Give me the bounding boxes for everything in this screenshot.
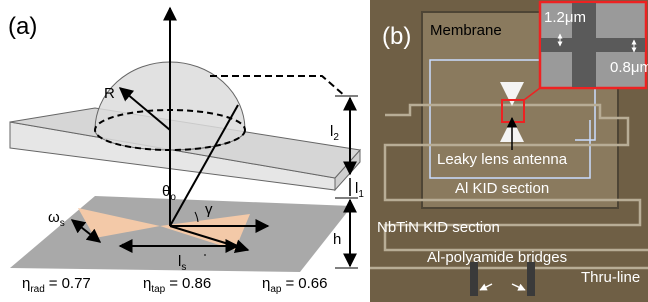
relation: =: [169, 275, 178, 292]
al-section-label: Al KID section: [455, 180, 549, 197]
subscript: ap: [270, 284, 282, 295]
symbol: η: [22, 275, 30, 292]
value: 0.86: [182, 275, 211, 292]
subscript: rad: [30, 284, 44, 295]
subscript: 1: [358, 189, 364, 200]
width-label: 0.8μm: [610, 59, 648, 76]
page: {"panel_a": {"label": "(a)", "radius": "…: [0, 0, 648, 302]
antenna-label: Leaky lens antenna: [437, 151, 568, 168]
subscript: s: [181, 262, 186, 273]
bridge: [470, 262, 478, 296]
value: 0.77: [62, 275, 91, 292]
panel-label: (b): [382, 23, 411, 50]
omega-label: ωs: [48, 209, 65, 229]
h-label: h: [333, 231, 341, 248]
nbtin-section-label: NbTiN KID section: [377, 219, 500, 236]
efficiency: ηrad =0.77: [22, 275, 91, 295]
value: 0.66: [298, 275, 327, 292]
panel-b: (b) Membrane 1.2μm 0.8μm Leaky lens ante…: [370, 0, 648, 302]
l2-label: l2: [330, 123, 339, 143]
membrane-label: Membrane: [430, 22, 502, 39]
subscript: tap: [151, 284, 165, 295]
relation: =: [49, 275, 58, 292]
body: (a) R l2 l1 θo γ ωs h ls ηrad=0.77ηtap=0…: [0, 0, 648, 302]
width-label: 1.2μm: [544, 9, 586, 26]
panel-label: (a): [8, 13, 37, 40]
symbol: η: [262, 275, 270, 292]
subscript: 2: [333, 132, 339, 143]
radius-label: R: [104, 85, 115, 102]
efficiency: ηap=0.66: [262, 275, 327, 295]
symbol: θ: [162, 183, 170, 200]
gamma-label: γ: [205, 201, 213, 218]
l1-label: l1: [355, 180, 364, 200]
bridges-label: Al-polyamide bridges: [427, 249, 567, 266]
thru-line-label: Thru-line: [581, 269, 640, 286]
efficiency: ηtap =0.86: [143, 275, 211, 295]
symbol: η: [143, 275, 151, 292]
subscript: s: [60, 218, 65, 229]
symbol: ω: [48, 209, 60, 226]
figure: (a) R l2 l1 θo γ ωs h ls ηrad=0.77ηtap=0…: [0, 0, 648, 302]
subscript: o: [170, 192, 176, 203]
bridge: [527, 262, 535, 296]
relation: =: [285, 275, 294, 292]
